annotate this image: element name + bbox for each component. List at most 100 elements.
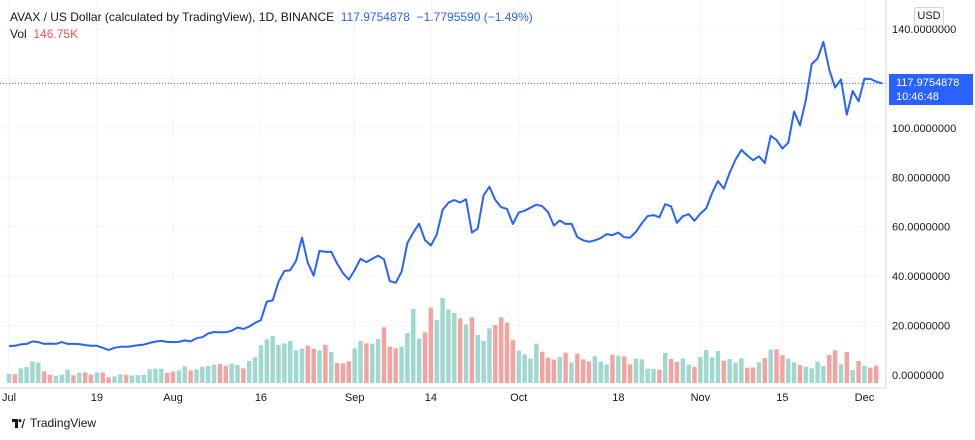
volume-bar <box>528 358 533 383</box>
volume-bar <box>539 351 545 383</box>
volume-bar <box>159 368 164 383</box>
x-tick-label: 14 <box>425 392 437 404</box>
volume-bar <box>12 374 18 383</box>
volume-bar <box>575 353 580 383</box>
volume-bar <box>364 343 369 383</box>
volume-bar <box>739 358 744 383</box>
volume-bar <box>194 369 199 383</box>
x-tick-label: 16 <box>255 392 267 404</box>
volume-bar <box>756 362 762 383</box>
volume-bar <box>264 339 270 383</box>
volume-bar <box>563 352 568 383</box>
volume-bar <box>106 377 111 383</box>
volume-bar <box>399 346 404 383</box>
volume-bar <box>797 365 803 383</box>
volume-bar <box>780 355 785 383</box>
volume-bar <box>657 369 662 383</box>
volume-bar <box>580 359 586 383</box>
price-line <box>8 40 883 351</box>
symbol-title: AVAX / US Dollar (calculated by TradingV… <box>10 10 335 24</box>
volume-bar <box>305 345 311 383</box>
volume-bar <box>510 340 516 383</box>
volume-bar <box>856 361 861 383</box>
volume-bar <box>323 344 328 383</box>
volume-bar <box>387 346 393 383</box>
volume-bar <box>610 354 615 383</box>
volume-bar <box>815 361 820 383</box>
x-tick-label: Dec <box>855 392 875 404</box>
volume-bar <box>94 372 100 383</box>
volume-bar <box>545 357 551 383</box>
volume-bar <box>428 307 434 383</box>
x-tick-label: Nov <box>691 392 711 404</box>
y-tick-label: 40.0000000 <box>892 271 950 283</box>
volume-bar <box>633 358 639 383</box>
volume-bar <box>416 338 422 383</box>
volume-bar <box>422 332 428 383</box>
volume-value: 146.75K <box>33 27 79 41</box>
volume-bar <box>686 364 691 383</box>
volume-bar <box>217 364 223 383</box>
volume-bar <box>434 320 439 383</box>
volume-bar <box>463 324 469 383</box>
volume-bar <box>82 372 88 383</box>
volume-bar <box>750 367 756 383</box>
y-tick-label: 140.0000000 <box>892 24 956 36</box>
volume-bar <box>65 369 70 383</box>
volume-bar <box>100 372 105 383</box>
legend-volume-row: Vol 146.75K <box>10 26 533 43</box>
x-tick-label: 18 <box>612 392 624 404</box>
volume-bar <box>59 374 64 383</box>
volume-bar <box>516 350 521 383</box>
volume-bar <box>457 318 463 383</box>
volume-bar <box>569 362 574 383</box>
volume-bar <box>768 349 773 383</box>
volume-bar <box>621 356 627 383</box>
volume-bar <box>41 371 47 383</box>
volume-bar <box>346 361 352 383</box>
volume-bar <box>809 368 814 383</box>
last-value: 117.9754878 <box>340 10 410 24</box>
tradingview-logo-icon <box>12 418 25 428</box>
volume-bar <box>651 369 656 383</box>
volume-bar <box>299 348 305 383</box>
y-tick-label: 20.0000000 <box>892 321 950 333</box>
y-tick-label: 0.0000000 <box>892 370 944 382</box>
volume-bar <box>246 361 252 383</box>
volume-bar <box>827 355 832 383</box>
volume-bar <box>188 370 193 383</box>
y-tick-label: 100.0000000 <box>892 123 956 135</box>
volume-bar <box>53 376 59 383</box>
volume-bar <box>71 375 76 383</box>
volume-bar <box>170 371 176 383</box>
volume-bar <box>645 368 650 383</box>
volume-bar <box>534 343 539 383</box>
volume-bar <box>270 336 275 383</box>
volume-bar <box>452 313 457 383</box>
volume-bar <box>205 366 211 383</box>
volume-bar <box>680 358 686 383</box>
volume-bar <box>200 367 205 383</box>
volume-bar <box>481 341 486 383</box>
volume-bar <box>698 357 703 383</box>
volume-bar <box>446 309 451 383</box>
x-tick-label: Jul <box>2 392 16 404</box>
volume-bar <box>475 335 480 383</box>
volume-bar <box>311 348 316 383</box>
volume-bar <box>873 365 879 383</box>
volume-bar <box>176 370 182 383</box>
volume-bar <box>551 359 557 383</box>
volume-bar <box>487 328 492 383</box>
volume-bar <box>692 367 697 383</box>
currency-button[interactable]: USD <box>914 7 944 26</box>
x-tick-label: Aug <box>163 392 183 404</box>
volume-bar <box>329 352 334 383</box>
volume-bar <box>352 348 357 383</box>
footer-branding[interactable]: TradingView <box>12 416 96 430</box>
volume-bar <box>411 309 416 383</box>
volume-bar <box>662 353 668 383</box>
volume-bar <box>639 359 645 383</box>
volume-bar <box>317 350 322 383</box>
volume-bar <box>393 348 398 383</box>
